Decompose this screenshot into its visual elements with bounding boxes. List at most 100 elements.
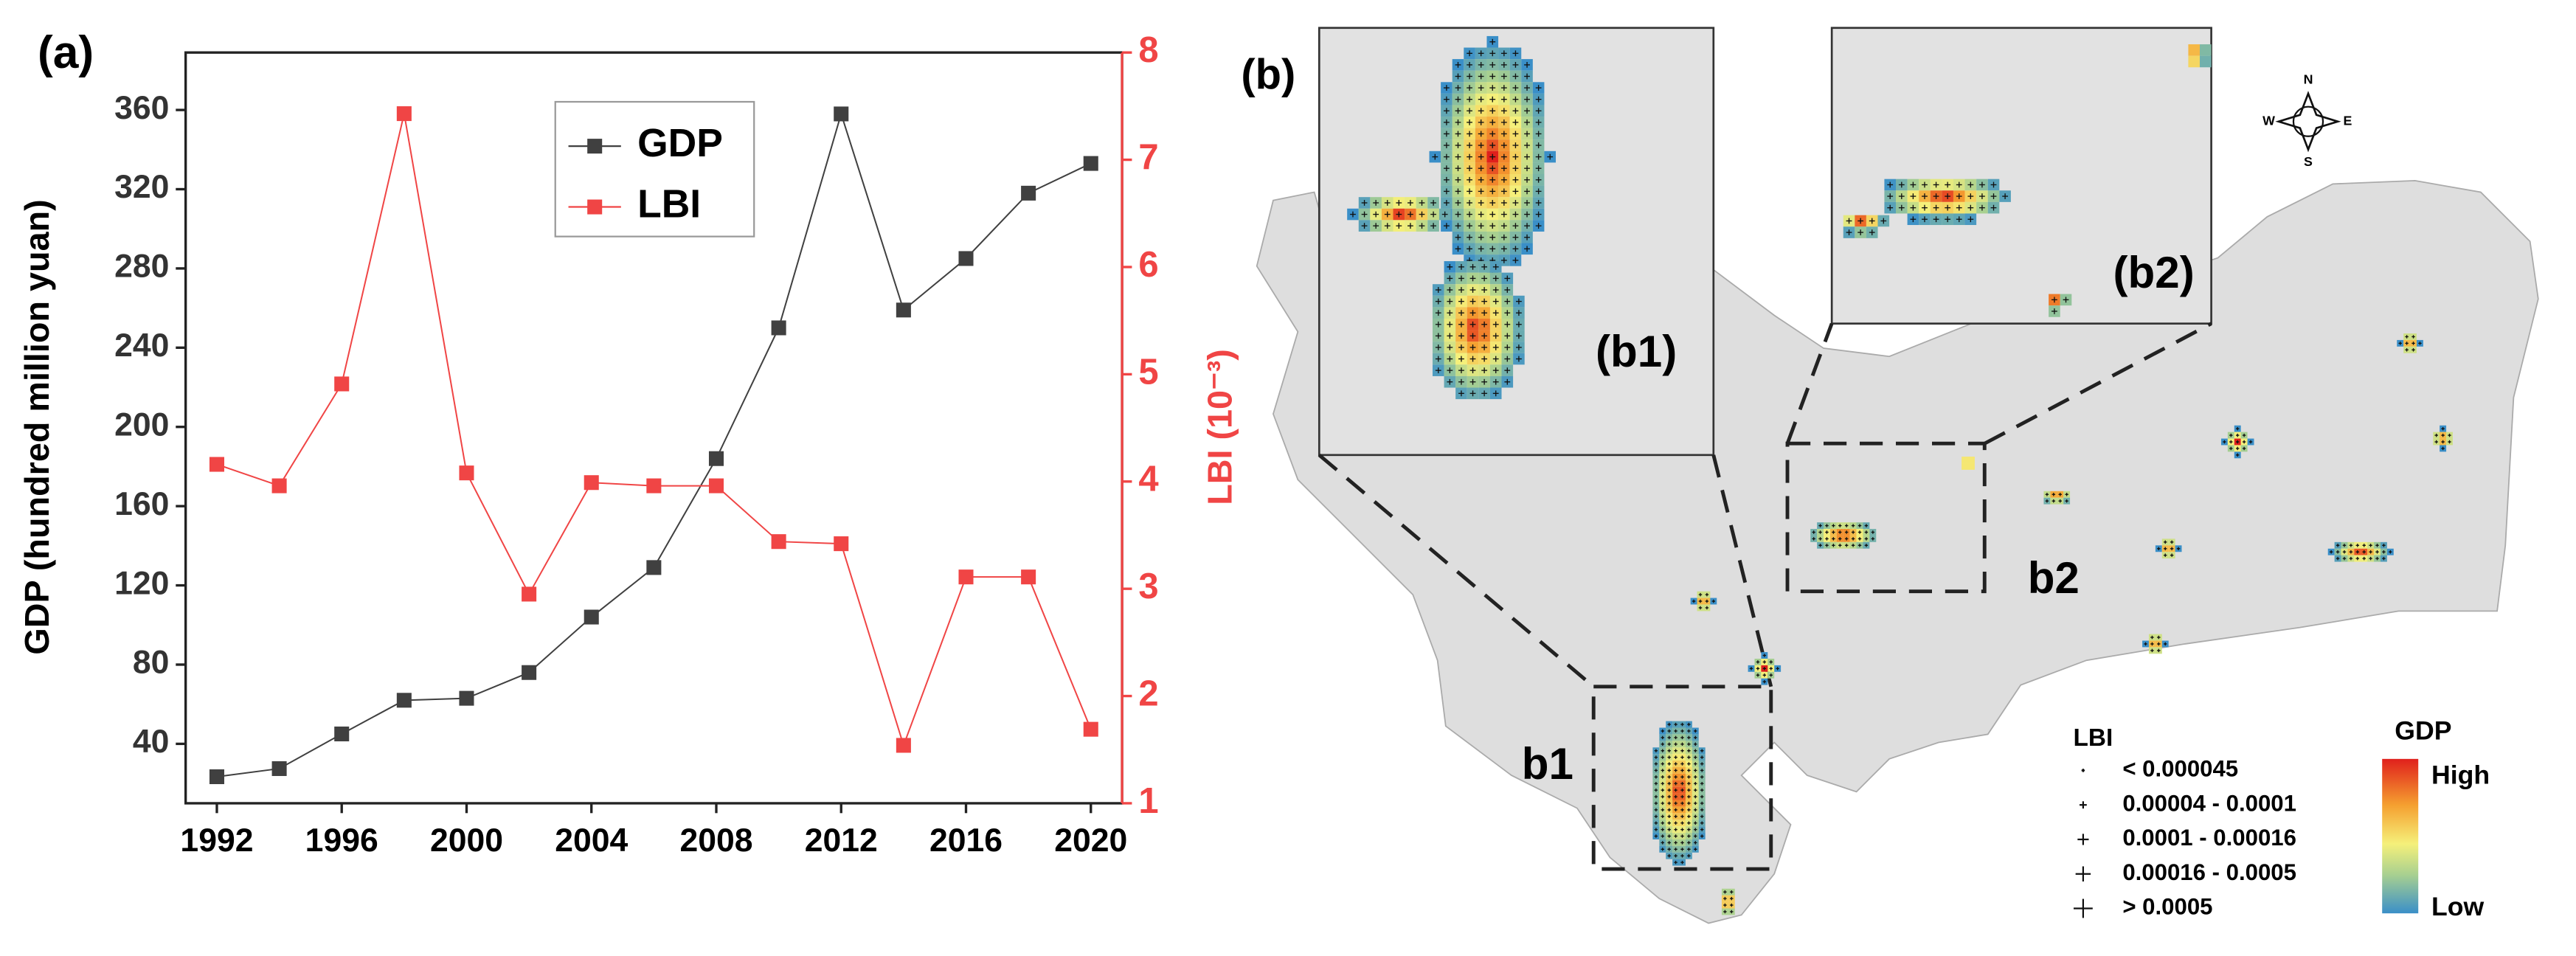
x-tick-label: 2016 — [929, 822, 1003, 859]
marker — [771, 320, 786, 336]
gdp-high: High — [2431, 761, 2490, 790]
grid-cell — [1962, 463, 1968, 470]
grid-cell — [1967, 463, 1975, 470]
panel-label: (a) — [38, 27, 94, 78]
y2-tick-label: 2 — [1138, 673, 1158, 713]
connector — [1318, 453, 1595, 688]
panel-label: (b) — [1241, 51, 1295, 98]
marker — [271, 761, 287, 776]
marker — [958, 569, 974, 585]
marker — [708, 451, 724, 466]
box-b1 — [1591, 685, 1773, 871]
lbi-class-label: 0.00004 - 0.0001 — [2122, 790, 2296, 816]
y-axis-label: GDP (hundred million yuan) — [18, 199, 56, 654]
marker — [834, 536, 849, 552]
lbi-class-label: 0.0001 - 0.00016 — [2122, 825, 2296, 851]
gdp-low: Low — [2431, 892, 2485, 921]
inset-b2 — [1830, 27, 2212, 325]
x-tick-label: 2004 — [555, 822, 628, 859]
marker — [522, 665, 537, 680]
marker — [334, 726, 350, 741]
marker — [209, 769, 224, 784]
x-tick-label: 1992 — [180, 822, 253, 859]
legend-label: GDP — [637, 122, 723, 165]
marker — [708, 478, 724, 493]
y2-axis-label: LBI (10⁻³) — [1200, 349, 1239, 505]
marker — [1021, 569, 1036, 585]
grid-cell — [2200, 44, 2212, 56]
connector — [1785, 322, 1834, 445]
zoom-boxes — [1318, 322, 2212, 871]
marker — [459, 465, 474, 481]
y2-tick-label: 3 — [1138, 567, 1158, 606]
marker — [271, 478, 287, 493]
y2-tick-label: 6 — [1138, 245, 1158, 285]
compass-rose — [2275, 91, 2341, 153]
map-panel: (b) (b1) (b2) b1 b2 N S E W LBI GDP High… — [1241, 27, 2539, 924]
marker — [646, 478, 662, 493]
marker — [896, 738, 911, 753]
legend-marker — [587, 139, 603, 154]
compass: N S E W — [2262, 72, 2352, 169]
compass-s: S — [2304, 154, 2313, 169]
inset-label: (b1) — [1596, 327, 1677, 376]
marker — [396, 106, 412, 122]
marker — [522, 586, 537, 602]
gdp-legend-title: GDP — [2395, 716, 2451, 746]
connector — [1984, 322, 2212, 446]
lbi-class-label: > 0.0005 — [2122, 894, 2212, 920]
x-tick-label: 2012 — [805, 822, 878, 859]
marker — [459, 690, 474, 706]
y-tick-label: 160 — [114, 486, 169, 522]
lbi-class-label: 0.00016 - 0.0005 — [2122, 859, 2296, 885]
y2-tick-label: 5 — [1138, 352, 1158, 392]
y2-tick-label: 8 — [1138, 30, 1158, 70]
lbi-class-label: < 0.000045 — [2122, 756, 2238, 782]
box-label: b2 — [2028, 553, 2080, 603]
grid-cell — [1962, 457, 1968, 463]
legend-marker — [587, 199, 603, 215]
marker — [896, 302, 911, 318]
y-tick-label: 280 — [114, 249, 169, 285]
marker — [1083, 721, 1098, 737]
y-tick-label: 40 — [133, 724, 170, 760]
box-b2 — [1785, 441, 1987, 594]
inset-label: (b2) — [2113, 248, 2195, 297]
x-tick-label: 2000 — [430, 822, 503, 859]
y-tick-label: 360 — [114, 90, 169, 126]
x-tick-label: 2008 — [679, 822, 752, 859]
marker — [646, 560, 662, 575]
y-tick-label: 120 — [114, 565, 169, 601]
marker — [584, 475, 599, 491]
box-label: b1 — [1522, 739, 1573, 789]
legend-label: LBI — [637, 183, 701, 226]
y-tick-label: 80 — [133, 645, 170, 681]
x-tick-label: 1996 — [305, 822, 378, 859]
lbi-legend-title: LBI — [2074, 724, 2113, 752]
marker — [209, 457, 224, 472]
marker — [1083, 156, 1098, 171]
marker — [771, 534, 786, 550]
grid-cell — [1967, 457, 1975, 463]
compass-ring — [2292, 105, 2324, 137]
connector — [1711, 454, 1773, 687]
y2-tick-label: 4 — [1138, 460, 1158, 499]
marker — [834, 106, 849, 122]
marker — [584, 609, 599, 625]
marker — [334, 376, 350, 392]
y2-tick-label: 7 — [1138, 138, 1158, 178]
y-tick-label: 320 — [114, 169, 169, 205]
y-tick-label: 200 — [114, 406, 169, 443]
marker — [1021, 185, 1036, 201]
marker — [396, 693, 412, 708]
x-tick-label: 2020 — [1054, 822, 1127, 859]
gdp-colorbar — [2382, 758, 2419, 914]
y2-tick-label: 1 — [1138, 781, 1158, 821]
marker — [958, 251, 974, 266]
y-tick-label: 240 — [114, 328, 169, 364]
compass-e: E — [2344, 113, 2352, 128]
compass-w: W — [2262, 113, 2275, 128]
grid-cell — [2188, 55, 2201, 68]
